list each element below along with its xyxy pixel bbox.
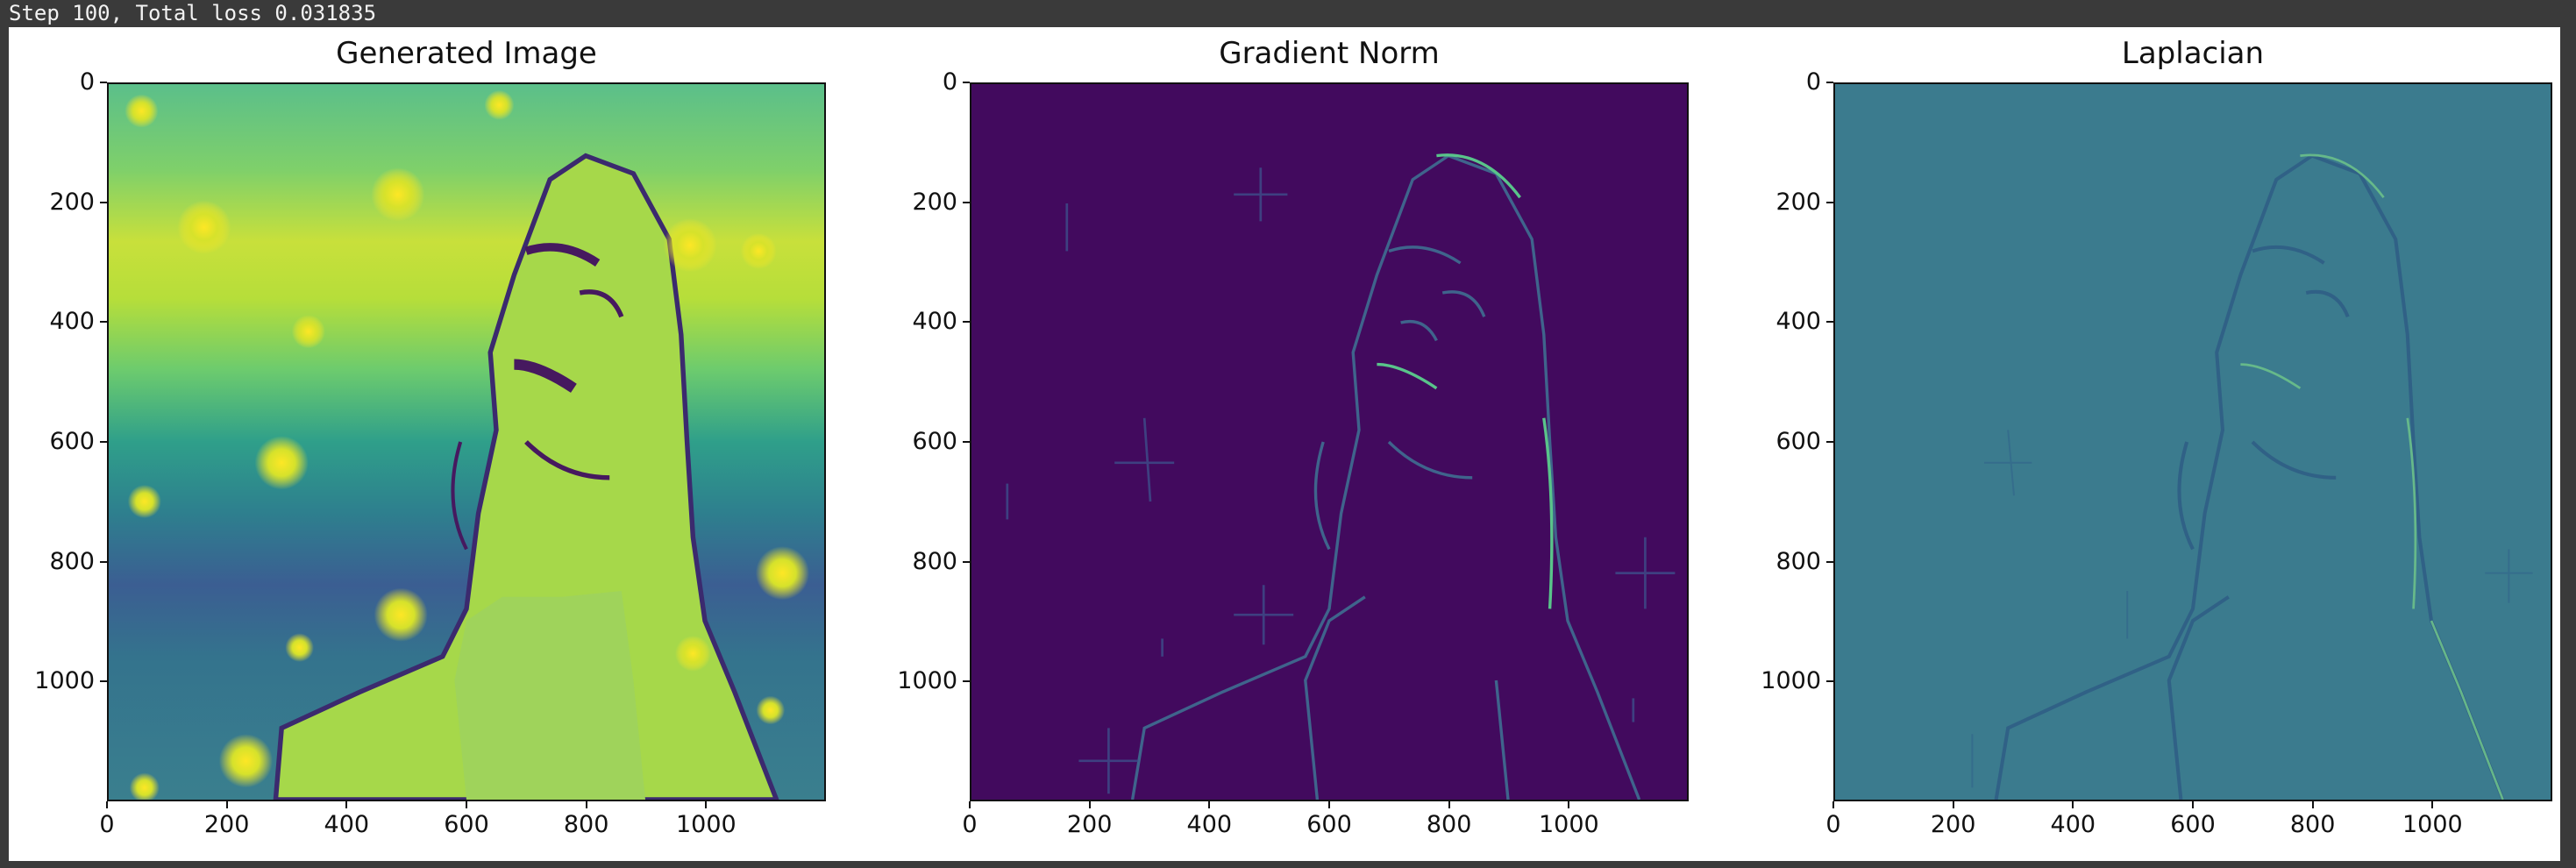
x-tick-mark: [466, 801, 467, 808]
x-tick-mark: [1328, 801, 1330, 808]
y-tick-mark: [963, 321, 970, 324]
x-tick-label: 200: [1066, 811, 1113, 838]
y-tick-label: 0: [1805, 68, 1821, 96]
x-tick-label: 600: [2170, 811, 2216, 838]
y-tick-label: 200: [49, 188, 95, 216]
y-tick-mark: [1826, 680, 1833, 683]
y-tick-mark: [100, 321, 107, 324]
x-tick-mark: [106, 801, 108, 808]
x-tick-mark: [705, 801, 708, 808]
x-tick-label: 0: [1825, 811, 1841, 838]
y-tick-mark: [1826, 321, 1833, 324]
x-tick-mark: [2072, 801, 2074, 808]
x-tick-mark: [969, 801, 971, 808]
panel-title-generated-image: Generated Image: [336, 36, 597, 71]
image-plot-laplacian: [1833, 82, 2552, 801]
x-tick-label: 0: [962, 811, 978, 838]
y-tick-label: 400: [49, 308, 95, 336]
panel-title-laplacian: Laplacian: [2121, 36, 2265, 71]
status-text: Step 100, Total loss 0.031835: [9, 1, 377, 25]
x-tick-mark: [1952, 801, 1954, 808]
x-tick-mark: [2431, 801, 2434, 808]
x-tick-label: 800: [1426, 811, 1472, 838]
y-tick-label: 0: [79, 68, 95, 96]
y-tick-mark: [963, 441, 970, 443]
x-tick-label: 1000: [1538, 811, 1599, 838]
x-tick-mark: [1448, 801, 1450, 808]
y-tick-label: 800: [1775, 547, 1821, 575]
y-tick-label: 400: [912, 308, 957, 336]
y-tick-label: 600: [912, 428, 957, 455]
x-tick-label: 0: [99, 811, 115, 838]
generated-image-render: [109, 84, 824, 800]
y-tick-label: 200: [1775, 188, 1821, 216]
y-tick-mark: [963, 680, 970, 683]
image-plot-gradient-norm: [970, 82, 1689, 801]
x-tick-label: 1000: [675, 811, 737, 838]
y-tick-label: 600: [1775, 428, 1821, 455]
x-tick-label: 600: [1306, 811, 1352, 838]
y-tick-label: 1000: [1761, 667, 1821, 695]
y-tick-mark: [100, 560, 107, 563]
y-tick-label: 400: [1775, 308, 1821, 336]
x-tick-label: 200: [1930, 811, 1976, 838]
y-tick-mark: [1826, 201, 1833, 203]
x-tick-label: 400: [324, 811, 370, 838]
x-tick-label: 800: [563, 811, 609, 838]
x-tick-label: 400: [2050, 811, 2096, 838]
y-tick-label: 800: [49, 547, 95, 575]
output-status-bar: Step 100, Total loss 0.031835: [0, 0, 2576, 27]
x-tick-label: 600: [444, 811, 489, 838]
x-tick-label: 800: [2289, 811, 2336, 838]
y-tick-mark: [100, 201, 107, 203]
image-plot-generated: [107, 82, 826, 801]
y-tick-mark: [100, 680, 107, 683]
x-tick-mark: [345, 801, 348, 808]
y-tick-label: 200: [912, 188, 957, 216]
y-tick-mark: [1826, 82, 1833, 83]
panel-title-gradient-norm: Gradient Norm: [1219, 36, 1440, 71]
y-tick-label: 1000: [897, 667, 957, 695]
y-tick-mark: [1826, 560, 1833, 563]
y-tick-label: 0: [942, 68, 957, 96]
x-tick-mark: [2192, 801, 2194, 808]
x-tick-mark: [2311, 801, 2314, 808]
y-tick-mark: [963, 560, 970, 563]
figure-canvas: Generated Image: [9, 27, 2560, 861]
y-tick-mark: [963, 82, 970, 83]
x-tick-mark: [1088, 801, 1091, 808]
x-tick-label: 200: [203, 811, 250, 838]
y-tick-mark: [100, 82, 107, 83]
x-tick-label: 1000: [2402, 811, 2463, 838]
x-tick-label: 400: [1186, 811, 1233, 838]
x-tick-mark: [225, 801, 228, 808]
y-tick-label: 800: [912, 547, 957, 575]
y-tick-label: 1000: [34, 667, 95, 695]
x-tick-mark: [1208, 801, 1211, 808]
y-tick-label: 600: [49, 428, 95, 455]
x-tick-mark: [1568, 801, 1570, 808]
y-tick-mark: [963, 201, 970, 203]
gradient-norm-render: [971, 84, 1687, 800]
y-tick-mark: [1826, 441, 1833, 443]
x-tick-mark: [1832, 801, 1834, 808]
x-tick-mark: [585, 801, 587, 808]
laplacian-render: [1835, 84, 2551, 800]
y-tick-mark: [100, 441, 107, 443]
